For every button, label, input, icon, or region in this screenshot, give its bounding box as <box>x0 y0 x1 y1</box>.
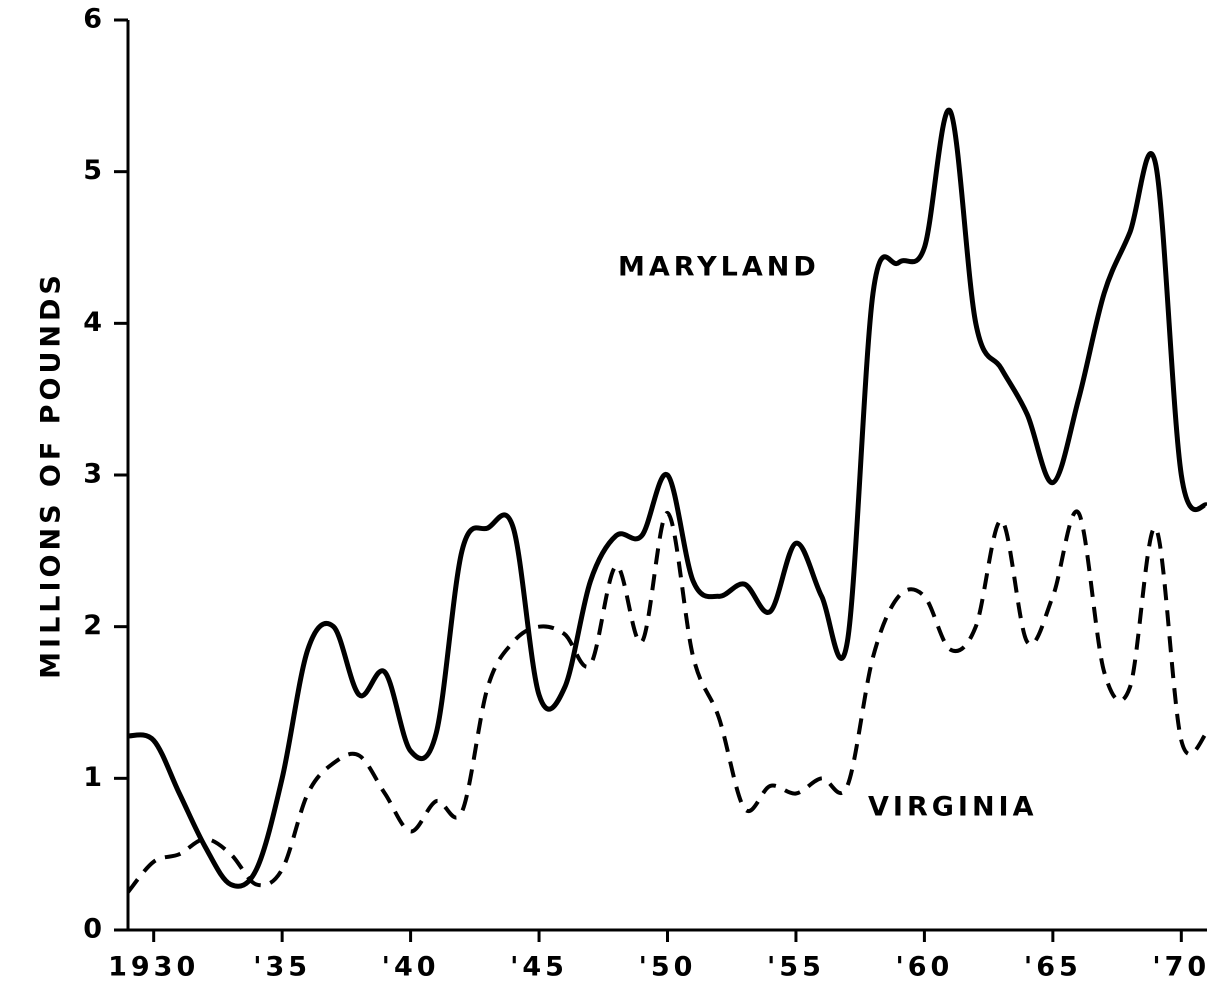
x-tick-label: '55 <box>767 952 825 983</box>
x-tick-label: '70 <box>1152 952 1207 983</box>
series-line <box>126 509 1207 894</box>
x-tick-label: '40 <box>382 952 440 983</box>
x-tick-label: '60 <box>895 952 953 983</box>
x-tick-label: '65 <box>1024 952 1082 983</box>
x-tick-label: '50 <box>639 952 697 983</box>
y-axis-label: MILLIONS OF POUNDS <box>36 271 67 679</box>
y-tick-label: 4 <box>83 307 106 338</box>
y-tick-label: 0 <box>83 914 106 945</box>
annotation: MARYLAND <box>618 252 820 283</box>
x-tick-label: '45 <box>510 952 568 983</box>
x-tick-label: 1930 <box>108 952 199 983</box>
y-tick-label: 2 <box>83 610 106 641</box>
series-line <box>127 107 1207 889</box>
y-tick-label: 6 <box>83 4 106 35</box>
y-tick-label: 5 <box>83 155 106 186</box>
y-tick-label: 3 <box>83 459 106 490</box>
x-tick-label: '35 <box>253 952 311 983</box>
y-tick-label: 1 <box>83 762 106 793</box>
annotation: VIRGINIA <box>868 792 1037 823</box>
